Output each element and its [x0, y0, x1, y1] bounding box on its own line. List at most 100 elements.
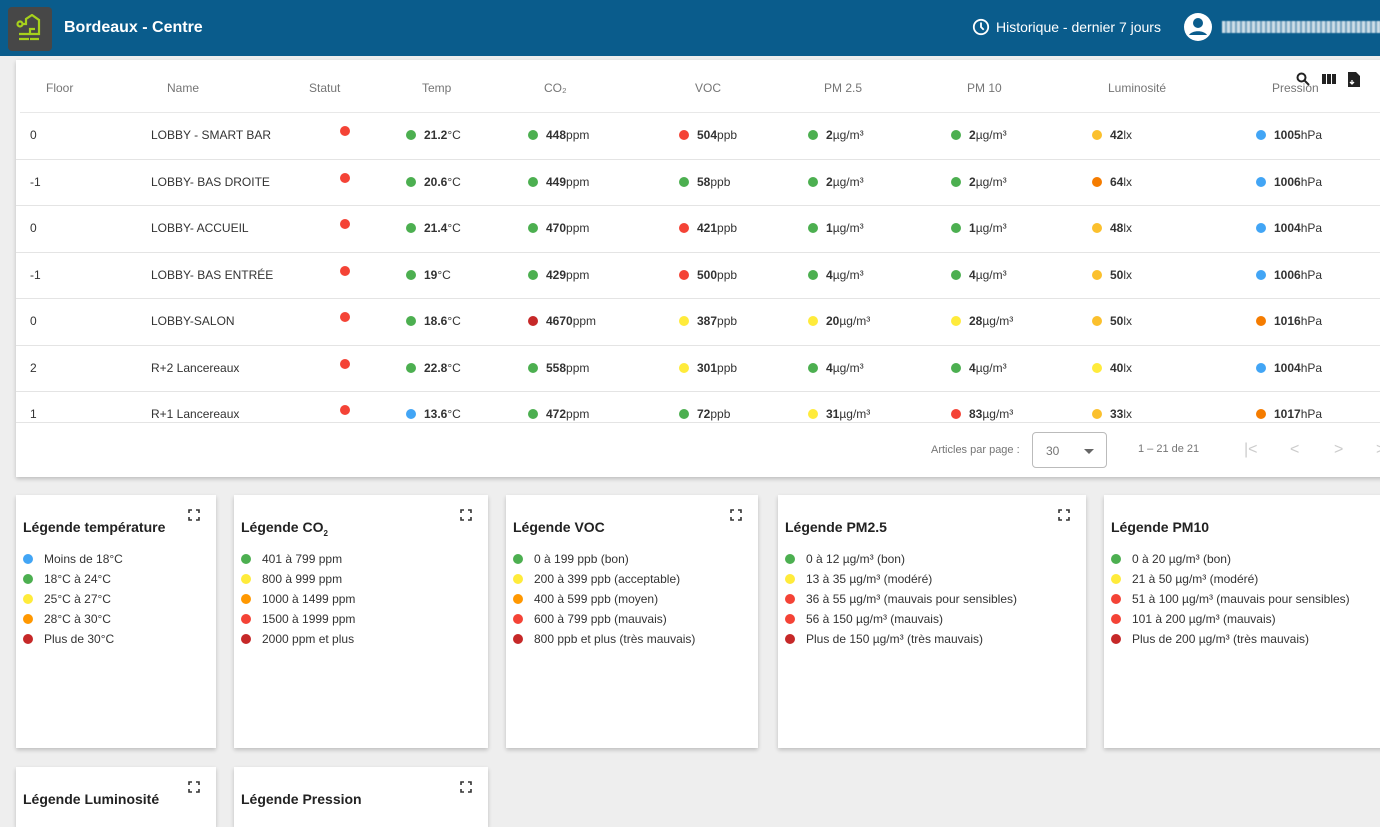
- pm10-cell: 2 µg/m³: [951, 128, 1007, 142]
- status-dot: [340, 126, 350, 136]
- legend-dot: [785, 574, 795, 584]
- value: 31: [826, 407, 840, 421]
- unit: µg/m³: [832, 128, 864, 142]
- column-header[interactable]: PM 10: [967, 81, 1002, 95]
- column-header[interactable]: VOC: [695, 81, 722, 95]
- table-row[interactable]: 0 LOBBY- ACCUEIL 21.4 °C 470 ppm 421 ppb 1 µg/m³ 1…: [16, 206, 1380, 253]
- status-dot: [951, 362, 961, 373]
- table-row[interactable]: 2 R+2 Lancereaux 22.8 °C 558 ppm 301 ppb 4 µg/m³ 4…: [16, 346, 1380, 392]
- column-header[interactable]: Statut: [309, 81, 341, 95]
- status-dot: [951, 176, 961, 187]
- unit: ppb: [717, 314, 738, 328]
- status-dot: [679, 362, 689, 373]
- value: 470: [546, 221, 567, 235]
- pm25-cell: 20 µg/m³: [808, 314, 870, 328]
- column-header[interactable]: Temp: [422, 81, 452, 95]
- legend-item: 0 à 20 µg/m³ (bon): [1111, 549, 1350, 569]
- fullscreen-icon[interactable]: [460, 781, 472, 793]
- last-page-button[interactable]: >: [1376, 441, 1380, 459]
- status-dot: [808, 362, 818, 373]
- fullscreen-icon[interactable]: [188, 781, 200, 793]
- temp-cell: 13.6 °C: [406, 407, 461, 421]
- fullscreen-icon[interactable]: [1058, 509, 1070, 521]
- co2-cell: 429 ppm: [528, 268, 589, 282]
- column-header[interactable]: Floor: [46, 81, 74, 95]
- pm25-cell: 2 µg/m³: [808, 128, 864, 142]
- column-header[interactable]: PM 2.5: [824, 81, 863, 95]
- name-cell: LOBBY- BAS DROITE: [151, 174, 270, 189]
- legend-dot: [23, 614, 33, 624]
- voc-cell: 387 ppb: [679, 314, 737, 328]
- user-menu[interactable]: [1184, 13, 1380, 41]
- next-page-button[interactable]: >: [1334, 441, 1344, 458]
- temp-cell: 22.8 °C: [406, 361, 461, 375]
- legend-item: 56 à 150 µg/m³ (mauvais): [785, 609, 1017, 629]
- unit: hPa: [1300, 267, 1323, 282]
- building-logo-icon[interactable]: [8, 7, 52, 51]
- legend-dot: [513, 634, 523, 644]
- value: 4: [969, 360, 976, 375]
- pression-cell: 1006 hPa: [1256, 175, 1322, 189]
- lux-cell: 50 lx: [1092, 268, 1132, 282]
- status-dot: [406, 316, 416, 326]
- value: 448: [546, 128, 567, 142]
- unit: ppm: [572, 314, 597, 328]
- unit: µg/m³: [832, 360, 864, 375]
- value: 13.6: [424, 407, 448, 421]
- columns-icon[interactable]: [1322, 72, 1336, 86]
- status-dot: [406, 130, 416, 140]
- legend-dot: [23, 554, 33, 564]
- table-row[interactable]: 0 LOBBY-SALON 18.6 °C 4670 ppm 387 ppb 20 µg/m³ 28…: [16, 299, 1380, 346]
- unit: µg/m³: [975, 267, 1007, 282]
- unit: µg/m³: [982, 314, 1014, 328]
- legend-dot: [1111, 574, 1121, 584]
- legend-item: Moins de 18°C: [23, 549, 123, 569]
- search-icon[interactable]: [1296, 72, 1310, 86]
- value: 33: [1110, 407, 1124, 421]
- legend-title: Légende Pression: [241, 791, 362, 807]
- unit: µg/m³: [975, 174, 1007, 189]
- column-header[interactable]: CO₂: [544, 81, 567, 95]
- value: 21.2: [424, 128, 448, 142]
- table-row[interactable]: -1 LOBBY- BAS DROITE 20.6 °C 449 ppm 58 ppb 2 µg/…: [16, 160, 1380, 206]
- column-header[interactable]: Luminosité: [1108, 81, 1167, 95]
- pm25-cell: 1 µg/m³: [808, 221, 864, 235]
- fullscreen-icon[interactable]: [460, 509, 472, 521]
- floor-cell: 1: [30, 407, 37, 421]
- page-size-select[interactable]: 30: [1032, 432, 1107, 468]
- status-dot: [808, 269, 818, 280]
- pression-cell: 1006 hPa: [1256, 268, 1322, 282]
- status-dot: [528, 362, 538, 373]
- status-dot: [679, 316, 689, 326]
- unit: °C: [447, 407, 461, 421]
- export-file-icon[interactable]: [1348, 72, 1360, 87]
- voc-cell: 421 ppb: [679, 221, 737, 235]
- pm10-cell: 28 µg/m³: [951, 314, 1013, 328]
- column-header[interactable]: Name: [167, 81, 200, 95]
- table-row[interactable]: 1 R+1 Lancereaux 13.6 °C 472 ppm 72 ppb 31 µg/m³ 8…: [16, 392, 1380, 422]
- legend-card: Légende Pression: [234, 767, 488, 827]
- legend-dot: [1111, 594, 1121, 604]
- history-button[interactable]: Historique - dernier 7 jours: [972, 18, 1161, 36]
- fullscreen-icon[interactable]: [188, 509, 200, 521]
- column-header[interactable]: Pression: [1272, 81, 1319, 95]
- unit: ppm: [566, 360, 590, 375]
- first-page-button[interactable]: |<: [1244, 441, 1258, 458]
- unit: lx: [1123, 267, 1133, 282]
- status-dot: [1092, 316, 1102, 326]
- fullscreen-icon[interactable]: [730, 509, 742, 521]
- status-dot: [340, 405, 350, 415]
- table-row[interactable]: 0 LOBBY - SMART BAR 21.2 °C 448 ppm 504 ppb 2 µg/…: [16, 113, 1380, 160]
- legend-dot: [1111, 554, 1121, 564]
- value: 500: [697, 267, 718, 282]
- legend-card: Légende CO2 401 à 799 ppm 800 à 999 ppm 100…: [234, 495, 488, 748]
- lux-cell: 33 lx: [1092, 407, 1132, 421]
- previous-page-button[interactable]: <: [1290, 441, 1300, 458]
- table-body[interactable]: 0 LOBBY - SMART BAR 21.2 °C 448 ppm 504 ppb 2 µg/…: [16, 113, 1380, 422]
- legend-title: Légende Luminosité: [23, 791, 160, 807]
- value: 2: [969, 174, 976, 189]
- history-label: Historique - dernier 7 jours: [996, 19, 1161, 35]
- status-dot: [1092, 130, 1102, 140]
- table-row[interactable]: -1 LOBBY- BAS ENTRÉE 19 °C 429 ppm 500 ppb 4 µg/m…: [16, 253, 1380, 299]
- pm10-cell: 4 µg/m³: [951, 268, 1007, 282]
